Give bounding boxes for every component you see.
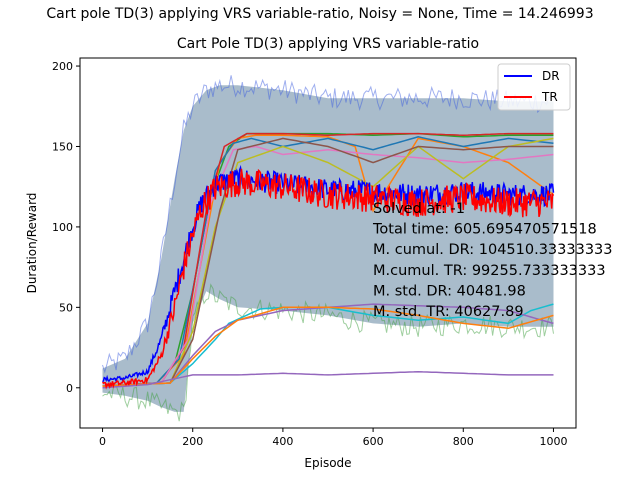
x-tick-label: 0	[99, 435, 106, 448]
series-line-run-5	[102, 137, 554, 387]
series-line-dr	[102, 164, 555, 383]
legend-label-tr: TR	[541, 90, 558, 104]
series-line-run-4	[102, 145, 554, 387]
x-axis-ticks: 0 200 400 600 800 1000	[99, 428, 567, 448]
series-line-run-10	[102, 370, 554, 389]
series-line-tr	[101, 168, 555, 390]
annotation-line: M. cumul. DR: 104510.33333333	[373, 242, 613, 258]
x-tick-label: 200	[182, 435, 203, 448]
band-area	[102, 85, 554, 412]
y-axis-ticks: 0 50 100 150 200	[52, 60, 80, 395]
legend-label-dr: DR	[542, 69, 560, 83]
x-tick-label: 600	[363, 435, 384, 448]
y-tick-label: 150	[52, 140, 73, 153]
series-line-run-9	[102, 306, 554, 387]
plot-frame	[79, 57, 577, 429]
series-line-run-6	[102, 137, 554, 387]
y-tick-label: 0	[66, 382, 73, 395]
x-tick-label: 800	[453, 435, 474, 448]
x-tick-label: 400	[272, 435, 293, 448]
annotation-line: M.cumul. TR: 99255.733333333	[373, 263, 606, 279]
y-tick-label: 200	[52, 60, 73, 73]
series-lines	[101, 132, 555, 390]
y-tick-label: 100	[52, 221, 73, 234]
chart-title: Cart Pole TD(3) applying VRS variable-ra…	[177, 36, 479, 52]
y-axis-label: Duration/Reward	[25, 193, 39, 294]
series-line-run-1	[102, 134, 554, 387]
annotation-line: Total time: 605.695470571518	[372, 222, 597, 238]
x-tick-label: 1000	[539, 435, 567, 448]
series-line-run-0	[102, 132, 554, 387]
band-upper-edge	[102, 75, 554, 374]
stats-annotation: Solved at: -1 Total time: 605.69547057151…	[372, 201, 613, 320]
y-tick-label: 50	[59, 301, 73, 314]
series-line-run-2	[102, 136, 554, 387]
annotation-line: M. std. DR: 40481.98	[373, 283, 526, 299]
annotation-line: M. std. TR: 40627.89	[373, 304, 524, 320]
band-lower-edge	[102, 283, 554, 422]
annotation-line: Solved at: -1	[373, 201, 465, 217]
x-axis-label: Episode	[304, 456, 351, 470]
legend: DR TR	[497, 63, 571, 111]
variance-band	[102, 75, 554, 422]
figure-suptitle: Cart pole TD(3) applying VRS variable-ra…	[46, 6, 593, 22]
